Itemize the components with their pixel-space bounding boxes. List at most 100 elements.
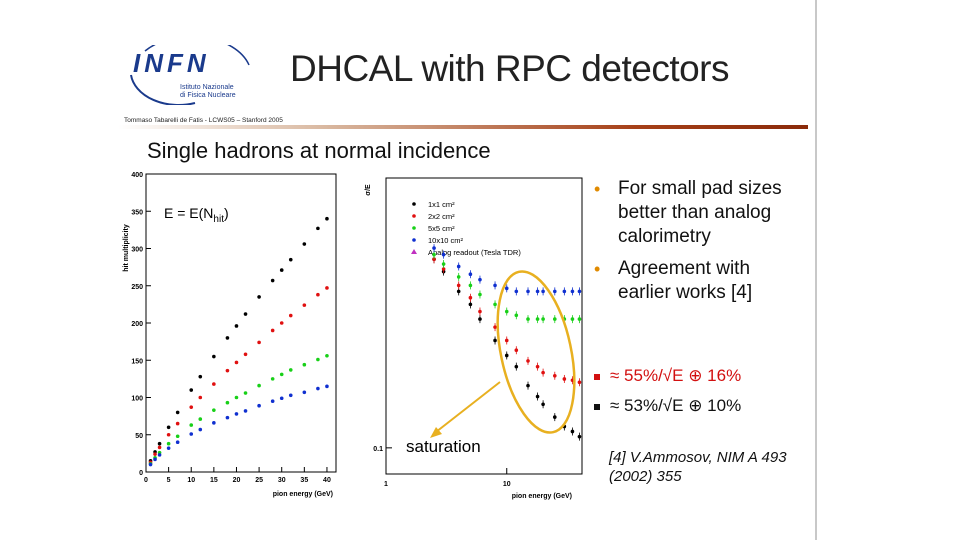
data-point — [456, 283, 461, 288]
data-point — [504, 338, 509, 343]
data-point — [157, 445, 162, 450]
data-point — [541, 370, 545, 375]
data-point — [316, 226, 320, 231]
data-point — [432, 257, 436, 262]
data-point — [288, 368, 293, 372]
formula-line-black: ≈ 53%/√E ⊕ 10% — [594, 396, 741, 416]
data-point — [432, 246, 436, 250]
data-point — [541, 317, 545, 321]
data-point — [288, 257, 293, 262]
bullet-list: • For small pad sizes better than analog… — [592, 177, 807, 313]
data-point — [526, 359, 530, 363]
data-point — [270, 328, 275, 333]
formula-line-red: ≈ 55%/√E ⊕ 16% — [594, 366, 741, 386]
reference-line2: (2002) 355 — [609, 468, 682, 485]
legend-label: 2x2 cm² — [428, 212, 455, 221]
formula-annotation: E = E(Nhit) — [164, 205, 229, 225]
data-point — [552, 415, 557, 419]
data-point — [189, 432, 194, 436]
saturation-label: saturation — [406, 437, 481, 456]
data-point — [316, 386, 320, 391]
x-tick-label: 40 — [323, 477, 331, 484]
data-point — [257, 383, 261, 388]
data-point — [468, 295, 473, 300]
x-tick-label: 20 — [233, 477, 241, 484]
data-point — [478, 309, 482, 314]
legend-label: 10x10 cm² — [428, 236, 464, 245]
data-point — [526, 383, 530, 388]
x-tick-label: 10 — [187, 477, 195, 484]
y-tick-label: 400 — [131, 172, 143, 179]
data-point — [541, 289, 545, 294]
author-line: Tommaso Tabarelli de Fatis - LCWS05 – St… — [124, 117, 283, 124]
data-point — [225, 400, 230, 405]
formula-text: ≈ 55%/√E ⊕ 16% — [610, 366, 742, 385]
bullet-item: • For small pad sizes better than analog… — [592, 177, 807, 249]
data-point — [189, 405, 194, 409]
data-point — [456, 275, 461, 279]
data-point — [153, 457, 157, 462]
data-point — [212, 354, 216, 359]
data-point — [577, 317, 582, 321]
data-point — [325, 216, 329, 221]
data-point — [279, 321, 284, 325]
data-point — [175, 440, 180, 445]
data-point — [468, 272, 473, 277]
legend-marker — [412, 238, 416, 242]
data-point — [153, 452, 157, 456]
square-bullet-icon — [594, 373, 600, 380]
data-point — [456, 264, 461, 269]
data-point — [577, 289, 582, 294]
data-point — [302, 242, 307, 246]
x-tick-label: 10 — [503, 481, 511, 488]
data-point — [302, 362, 307, 367]
logo-arc-icon — [130, 45, 250, 105]
data-point — [535, 394, 540, 399]
bullet-item: • Agreement with earlier works [4] — [592, 257, 807, 305]
data-point — [225, 368, 230, 373]
data-point — [212, 408, 216, 412]
data-point — [288, 313, 293, 318]
y-tick-label: 100 — [131, 396, 143, 403]
annotation-main: E = E(N — [164, 205, 213, 221]
data-point — [514, 289, 519, 294]
data-point — [157, 441, 162, 446]
legend-marker — [412, 226, 416, 230]
logo-sub-line1: Istituto Nazionale — [180, 84, 234, 91]
x-tick-label: 15 — [210, 477, 218, 484]
data-point — [514, 364, 519, 369]
slide-subtitle: Single hadrons at normal incidence — [147, 138, 491, 163]
data-point — [148, 462, 153, 467]
data-point — [270, 377, 275, 381]
y-tick-label: 250 — [131, 284, 143, 291]
data-point — [325, 286, 329, 290]
data-point — [279, 372, 284, 377]
data-point — [504, 353, 509, 358]
formula-text: ≈ 53%/√E ⊕ 10% — [610, 396, 742, 415]
resolution-chart: 1 10 0.1 σ/E pion energy (GeV) 1x1 cm² 2x2 … — [365, 177, 583, 500]
data-point — [552, 373, 557, 378]
data-point — [570, 317, 575, 321]
data-point — [166, 432, 171, 437]
data-point — [514, 313, 519, 318]
square-bullet-icon — [594, 403, 600, 410]
slide-title: DHCAL with RPC detectors — [290, 48, 730, 89]
y-tick-label: 150 — [131, 358, 143, 365]
data-point — [157, 453, 162, 457]
y-tick-label: 200 — [131, 321, 143, 328]
data-point — [493, 325, 497, 329]
data-point — [493, 302, 497, 307]
data-point — [212, 421, 216, 425]
data-point — [175, 434, 180, 439]
saturation-arrow-head — [430, 427, 442, 438]
data-point — [225, 415, 230, 420]
annotation-subscript: hit — [213, 214, 224, 225]
data-point — [166, 425, 171, 430]
data-point — [257, 295, 261, 299]
data-point — [514, 348, 519, 353]
data-point — [198, 374, 203, 379]
data-point — [441, 262, 446, 266]
x-axis-label: pion energy (GeV) — [512, 493, 572, 500]
slide-edge-line — [815, 0, 817, 540]
data-point — [234, 395, 239, 400]
